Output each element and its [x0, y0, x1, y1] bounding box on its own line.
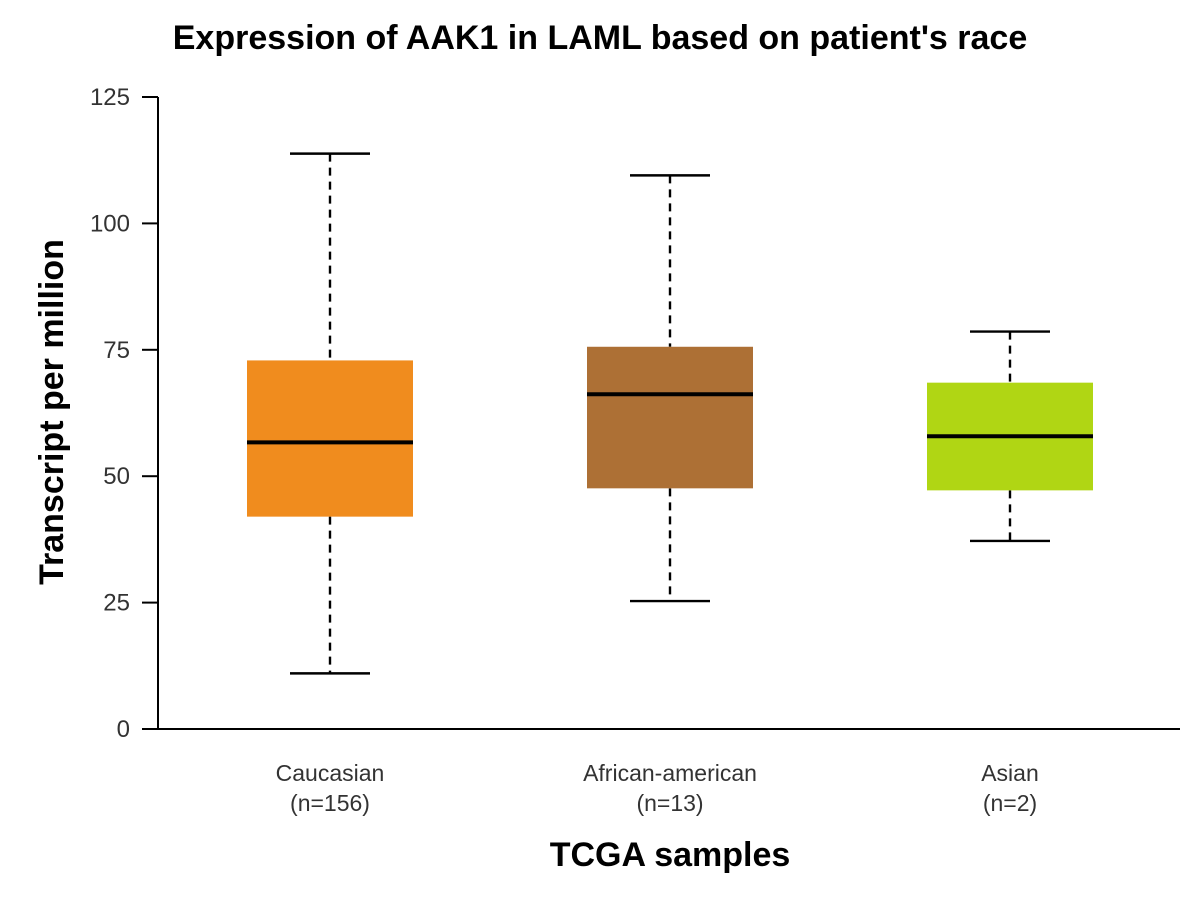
y-tick-label: 50	[103, 463, 130, 490]
chart-title: Expression of AAK1 in LAML based on pati…	[173, 19, 1027, 57]
x-axis-title: TCGA samples	[550, 836, 791, 874]
y-tick-label: 100	[90, 210, 130, 237]
y-tick-label: 75	[103, 337, 130, 364]
y-tick-label: 125	[90, 84, 130, 111]
x-category-label: African-american	[583, 760, 757, 786]
x-category-label: Caucasian	[276, 760, 385, 786]
y-tick-label: 0	[117, 716, 130, 743]
box-group	[587, 174, 753, 603]
iqr-box	[587, 346, 753, 489]
x-category-count-label: (n=156)	[290, 790, 370, 816]
axes: 0 25 50 75 100 125	[90, 84, 1180, 743]
y-tick-label: 25	[103, 590, 130, 617]
y-axis-title: Transcript per million	[33, 239, 71, 585]
x-category-count-label: (n=13)	[636, 790, 703, 816]
x-category-label: Asian	[981, 760, 1039, 786]
x-category-count-label: (n=2)	[983, 790, 1037, 816]
iqr-box	[247, 360, 413, 517]
box-group	[247, 152, 413, 675]
boxes	[247, 152, 1093, 675]
box-group	[927, 330, 1093, 543]
category-labels: Caucasian (n=156) African-american (n=13) As…	[276, 760, 1039, 816]
